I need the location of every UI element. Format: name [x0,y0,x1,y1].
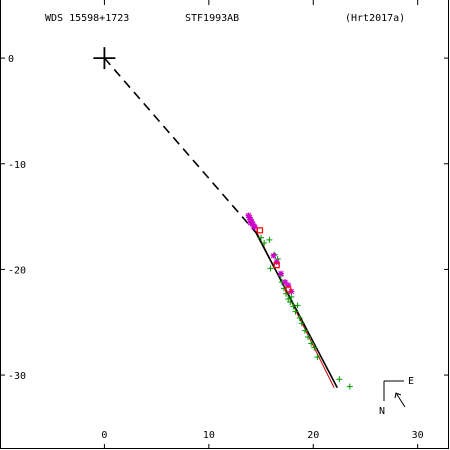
primary-star-cross-icon [93,47,116,70]
compass-north-label: N [379,406,385,417]
x-tick-label: 30 [412,430,424,441]
observation-plus-point [305,334,312,341]
observation-star-point [285,282,292,289]
observation-star-point [251,224,258,231]
observation-star-point [288,288,295,295]
observation-plus-point [336,376,343,383]
observation-plus-point [301,327,308,334]
header-right-label: (Hrt2017a) [345,13,405,24]
observation-plus-point [296,314,303,321]
orbit-lines [103,57,338,389]
observation-star-point [247,219,254,226]
observation-star-point [245,212,252,219]
observation-plus-point [261,239,268,246]
observation-square-point [273,262,280,269]
observation-star-point [249,220,256,227]
y-tick-label: -30 [8,371,26,382]
observation-star-point [277,270,284,277]
observation-star-point [246,214,253,221]
motion-arrow-head-icon [394,392,402,399]
observation-star-point [247,216,254,223]
observation-plus-point [266,236,273,243]
dashed-node-line [103,57,257,233]
compass: E N [379,376,414,417]
axis-tick-labels: 0 -10 -20 -30 0 10 20 30 [8,54,424,441]
y-tick-label: -20 [8,265,26,276]
observation-square-point [256,227,264,234]
observation-square-point [285,286,292,293]
header-left-label: WDS 15598+1723 [45,13,129,24]
y-tick-label: 0 [8,54,14,65]
header-center-label: STF1993AB [185,13,239,24]
motion-arrow-icon [395,392,406,408]
observation-plus-point [285,295,292,302]
observation-plus-point [311,344,318,351]
x-tick-label: 0 [101,430,107,441]
observation-plus-point [288,293,295,300]
observation-plus-point [287,299,294,306]
y-tick-label: -10 [8,160,26,171]
compass-east-label: E [408,376,414,387]
observation-star-point [273,259,280,266]
x-tick-label: 10 [203,430,215,441]
observation-plus-point [294,302,301,309]
observation-star-point [270,252,277,259]
observation-plus-point [258,234,265,241]
observation-plus-point [308,340,315,347]
observation-plus-point [267,265,274,272]
observation-star-point [282,279,289,286]
observation-plus-point [292,308,299,315]
observation-plus-point [346,383,353,390]
observation-plus-point [298,320,305,327]
x-tick-label: 20 [307,430,319,441]
observation-points [245,212,353,390]
observation-plus-point [314,354,321,361]
observation-plus-point [290,303,297,310]
orbit-line [255,232,338,389]
primary-star-marker [93,47,116,70]
